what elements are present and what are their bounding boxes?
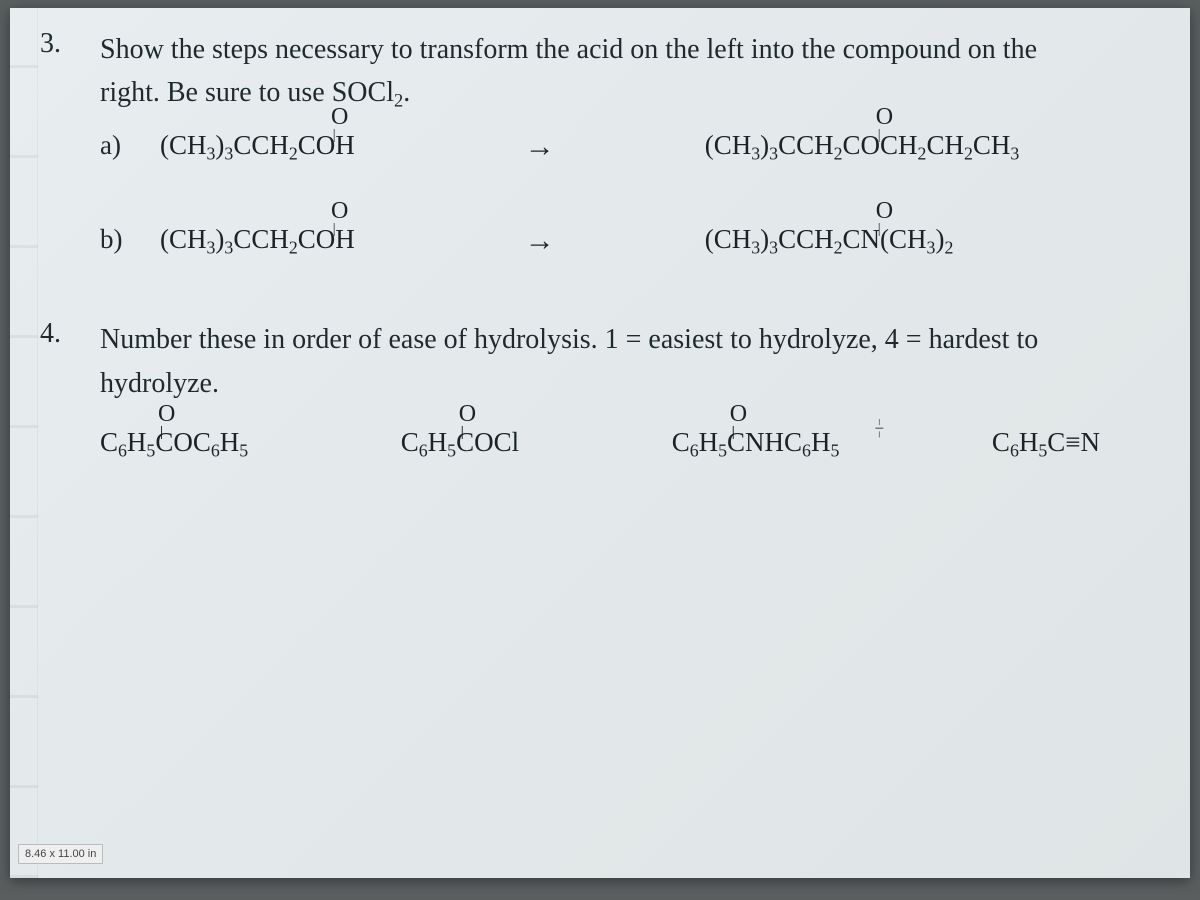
q3a-row: a) O || (CH3)3CCH2COH → O || (CH3)3CCH2C… (100, 130, 1160, 164)
q4-compounds-row: O || C6H5COC6H5 O || C6H5COCl O || C6H5C… (100, 427, 1160, 461)
text-cursor-mark: -¦- (875, 416, 880, 439)
q4-line2: hydrolyze. (100, 368, 219, 399)
page-size-tag: 8.46 x 11.00 in (18, 844, 103, 864)
q4-number: 4. (40, 318, 61, 350)
document-page: 3. Show the steps necessary to transform… (10, 8, 1190, 878)
q3b-reactant: O || (CH3)3CCH2COH (160, 224, 355, 258)
q3-text: Show the steps necessary to transform th… (100, 28, 1037, 116)
carbonyl-o: O (876, 198, 893, 225)
reaction-arrow: → (525, 224, 555, 258)
carbonyl-o: O (331, 198, 348, 225)
q4-compound-nitrile: C6H5C≡N (992, 427, 1100, 461)
q3b-row: b) O || (CH3)3CCH2COH → O || (CH3)3CCH2C… (100, 224, 1160, 258)
q4-compound-ester: O || C6H5COC6H5 (100, 427, 248, 461)
reaction-arrow: → (525, 130, 555, 164)
spiral-binding-edge (10, 8, 38, 878)
q4-compound-amide: O || C6H5CNHC6H5 (672, 427, 840, 461)
q3-line2: right. Be sure to use SOCl (100, 77, 394, 108)
carbonyl-o: O (331, 104, 348, 131)
q3b-product: O || (CH3)3CCH2CN(CH3)2 (705, 224, 954, 258)
question-3: 3. Show the steps necessary to transform… (100, 28, 1160, 258)
carbonyl-o: O (158, 401, 175, 428)
q3a-label: a) (100, 130, 160, 161)
q3-socl-sub: 2 (394, 91, 403, 111)
q4-line1: Number these in order of ease of hydroly… (100, 324, 1038, 355)
q3-line1: Show the steps necessary to transform th… (100, 34, 1037, 65)
q3a-reactant: O || (CH3)3CCH2COH (160, 130, 355, 164)
q4-text: Number these in order of ease of hydroly… (100, 318, 1038, 405)
q3-line2-end: . (403, 77, 410, 108)
carbonyl-o: O (459, 401, 476, 428)
q3b-label: b) (100, 224, 160, 255)
question-4: 4. Number these in order of ease of hydr… (100, 318, 1160, 461)
carbonyl-o: O (876, 104, 893, 131)
q3-number: 3. (40, 28, 61, 60)
q4-compound-acyl-chloride: O || C6H5COCl (401, 427, 519, 461)
q3a-product: O || (CH3)3CCH2COCH2CH2CH3 (705, 130, 1020, 164)
carbonyl-o: O (730, 401, 747, 428)
